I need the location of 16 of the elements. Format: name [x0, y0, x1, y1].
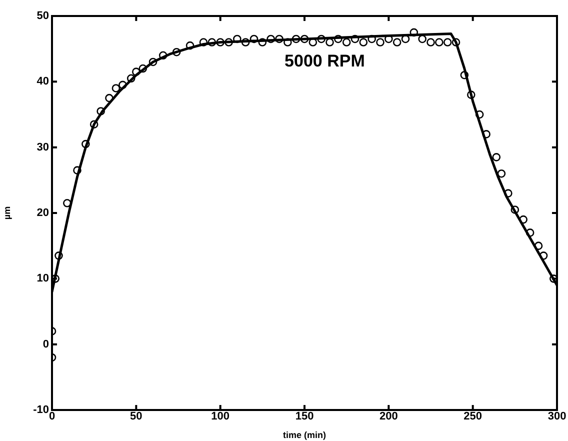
- x-tick-label: 150: [295, 410, 314, 423]
- x-tick-label: 250: [464, 410, 482, 423]
- annotation: 5000 RPM: [284, 52, 365, 71]
- x-tick-label: 300: [548, 410, 566, 423]
- y-tick-label: 30: [36, 141, 49, 154]
- x-tick-label: 200: [379, 410, 398, 423]
- x-tick-label: 50: [130, 410, 142, 423]
- x-tick-label: 100: [211, 410, 230, 423]
- y-tick-label: 10: [36, 272, 49, 285]
- y-tick-label: 0: [42, 338, 49, 350]
- x-axis-title: time (min): [282, 430, 326, 440]
- y-axis-title: µm: [2, 206, 12, 220]
- y-tick-label: -10: [33, 404, 49, 416]
- y-tick-label: 20: [36, 207, 49, 220]
- y-tick-label: 50: [36, 10, 49, 22]
- y-tick-label: 40: [36, 76, 49, 88]
